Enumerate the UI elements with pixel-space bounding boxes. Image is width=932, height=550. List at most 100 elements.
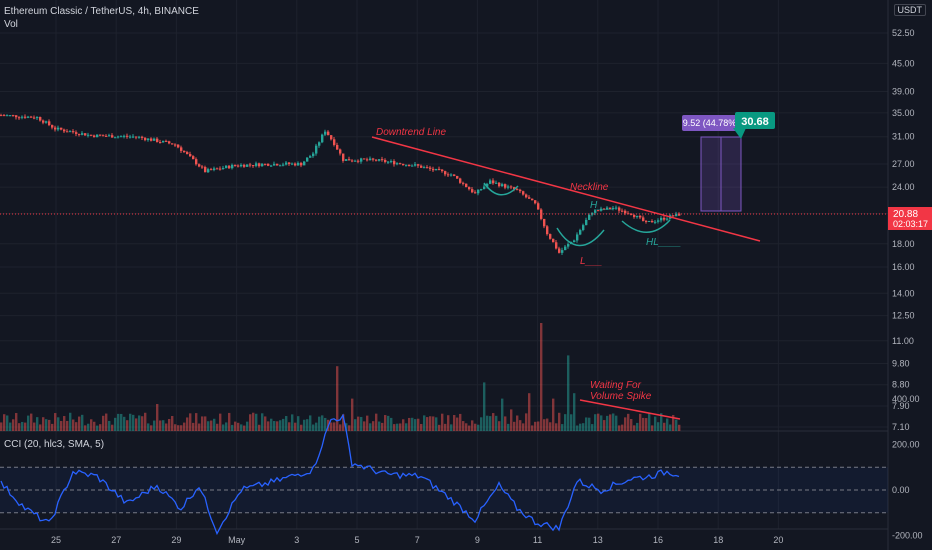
symbol-title[interactable]: Ethereum Classic / TetherUS, 4h, BINANCE (4, 6, 199, 17)
volume-bar (33, 422, 36, 431)
volume-bar (204, 416, 207, 431)
volume-bar (24, 422, 27, 431)
candle-body (672, 215, 675, 217)
candle-body (648, 220, 651, 222)
price-tick-label: 52.50 (892, 28, 915, 38)
volume-bar (141, 416, 144, 431)
volume-bar (345, 423, 348, 431)
cci-tick-label: -200.00 (892, 531, 923, 541)
price-axis[interactable]: 52.5045.0039.0035.0031.0027.0024.0021.00… (892, 28, 915, 432)
volume-bar (9, 422, 12, 431)
volume-bar (105, 413, 108, 431)
candle-body (579, 230, 582, 235)
volume-bar (270, 418, 273, 431)
candle-body (48, 121, 51, 126)
volume-bar (570, 414, 573, 431)
volume-bar (540, 323, 543, 431)
candle-body (516, 189, 519, 191)
volume-bar (606, 415, 609, 431)
volume-bar (159, 420, 162, 431)
candle-body (624, 210, 627, 214)
volume-bar (477, 424, 480, 431)
volume-bar (261, 413, 264, 431)
candle-body (396, 163, 399, 165)
candle-body (69, 131, 72, 133)
volume-bar (579, 423, 582, 431)
cci-axis[interactable]: 400.00 200.00 0.00 -200.00 (892, 394, 923, 541)
time-tick-label: 3 (294, 535, 299, 545)
candle-body (90, 134, 93, 136)
volume-bar (201, 416, 204, 431)
volume-bar (117, 413, 120, 431)
volume-bar (420, 423, 423, 431)
candle-body (399, 163, 402, 165)
volume-legend[interactable]: Vol (4, 19, 18, 30)
volume-bar (93, 421, 96, 431)
neckline-label: Neckline (570, 182, 609, 193)
candle-body (153, 138, 156, 141)
candle-body (108, 135, 111, 137)
volume-bar (288, 422, 291, 431)
volume-bar (615, 415, 618, 431)
volume-bar (600, 415, 603, 431)
volume-bar (183, 422, 186, 431)
candle-body (75, 132, 78, 134)
volume-bar (207, 421, 210, 431)
cci-legend[interactable]: CCI (20, hlc3, SMA, 5) (4, 439, 105, 450)
volume-bar (213, 418, 216, 431)
volume-bar (384, 415, 387, 431)
candle-body (6, 115, 9, 117)
candle-body (3, 115, 6, 117)
volume-bar (375, 413, 378, 431)
volume-bar (648, 413, 651, 431)
volume-bar (102, 415, 105, 431)
volume-bar (516, 415, 519, 431)
candle-body (279, 165, 282, 167)
volume-bar (597, 413, 600, 431)
candle-body (378, 159, 381, 161)
candle-body (120, 136, 123, 138)
candle-body (603, 208, 606, 210)
currency-badge[interactable]: USDT (893, 4, 926, 16)
candle-body (546, 226, 549, 235)
candle-body (537, 203, 540, 210)
volume-bar (114, 417, 117, 431)
candle-body (678, 213, 681, 216)
volume-bar (120, 413, 123, 431)
candle-body (633, 214, 636, 218)
volume-bar (402, 419, 405, 431)
candle-body (99, 134, 102, 136)
volume-bar (69, 412, 72, 431)
volume-bar (534, 421, 537, 431)
downtrend-line[interactable] (371, 136, 761, 242)
candle-body (219, 168, 222, 170)
time-tick-label: 27 (111, 535, 121, 545)
volume-bar (498, 421, 501, 431)
price-tick-label: 14.00 (892, 288, 915, 298)
time-axis[interactable]: 25 27 29 May 3 5 7 9 11 13 16 18 20 (51, 535, 783, 545)
candle-body (261, 163, 264, 167)
candle-body (273, 163, 276, 166)
volume-bar (360, 416, 363, 431)
price-tick-label: 24.00 (892, 182, 915, 192)
candle-body (147, 138, 150, 141)
candle-body (93, 135, 96, 138)
volume-trend-line[interactable] (579, 399, 681, 420)
candle-body (450, 174, 453, 176)
time-tick-label: May (228, 535, 246, 545)
candle-body (654, 221, 657, 223)
candle-body (462, 182, 465, 184)
volume-bar (246, 421, 249, 431)
volume-bar (453, 415, 456, 431)
volume-bar (633, 425, 636, 431)
volume-bar (330, 422, 333, 431)
candle-body (408, 164, 411, 167)
candle-body (135, 136, 138, 138)
candle-body (474, 192, 477, 194)
volume-bar (366, 415, 369, 431)
volume-bar (282, 418, 285, 431)
price-tick-label: 8.80 (892, 380, 910, 390)
volume-bar (237, 422, 240, 431)
volume-bar (219, 413, 222, 431)
